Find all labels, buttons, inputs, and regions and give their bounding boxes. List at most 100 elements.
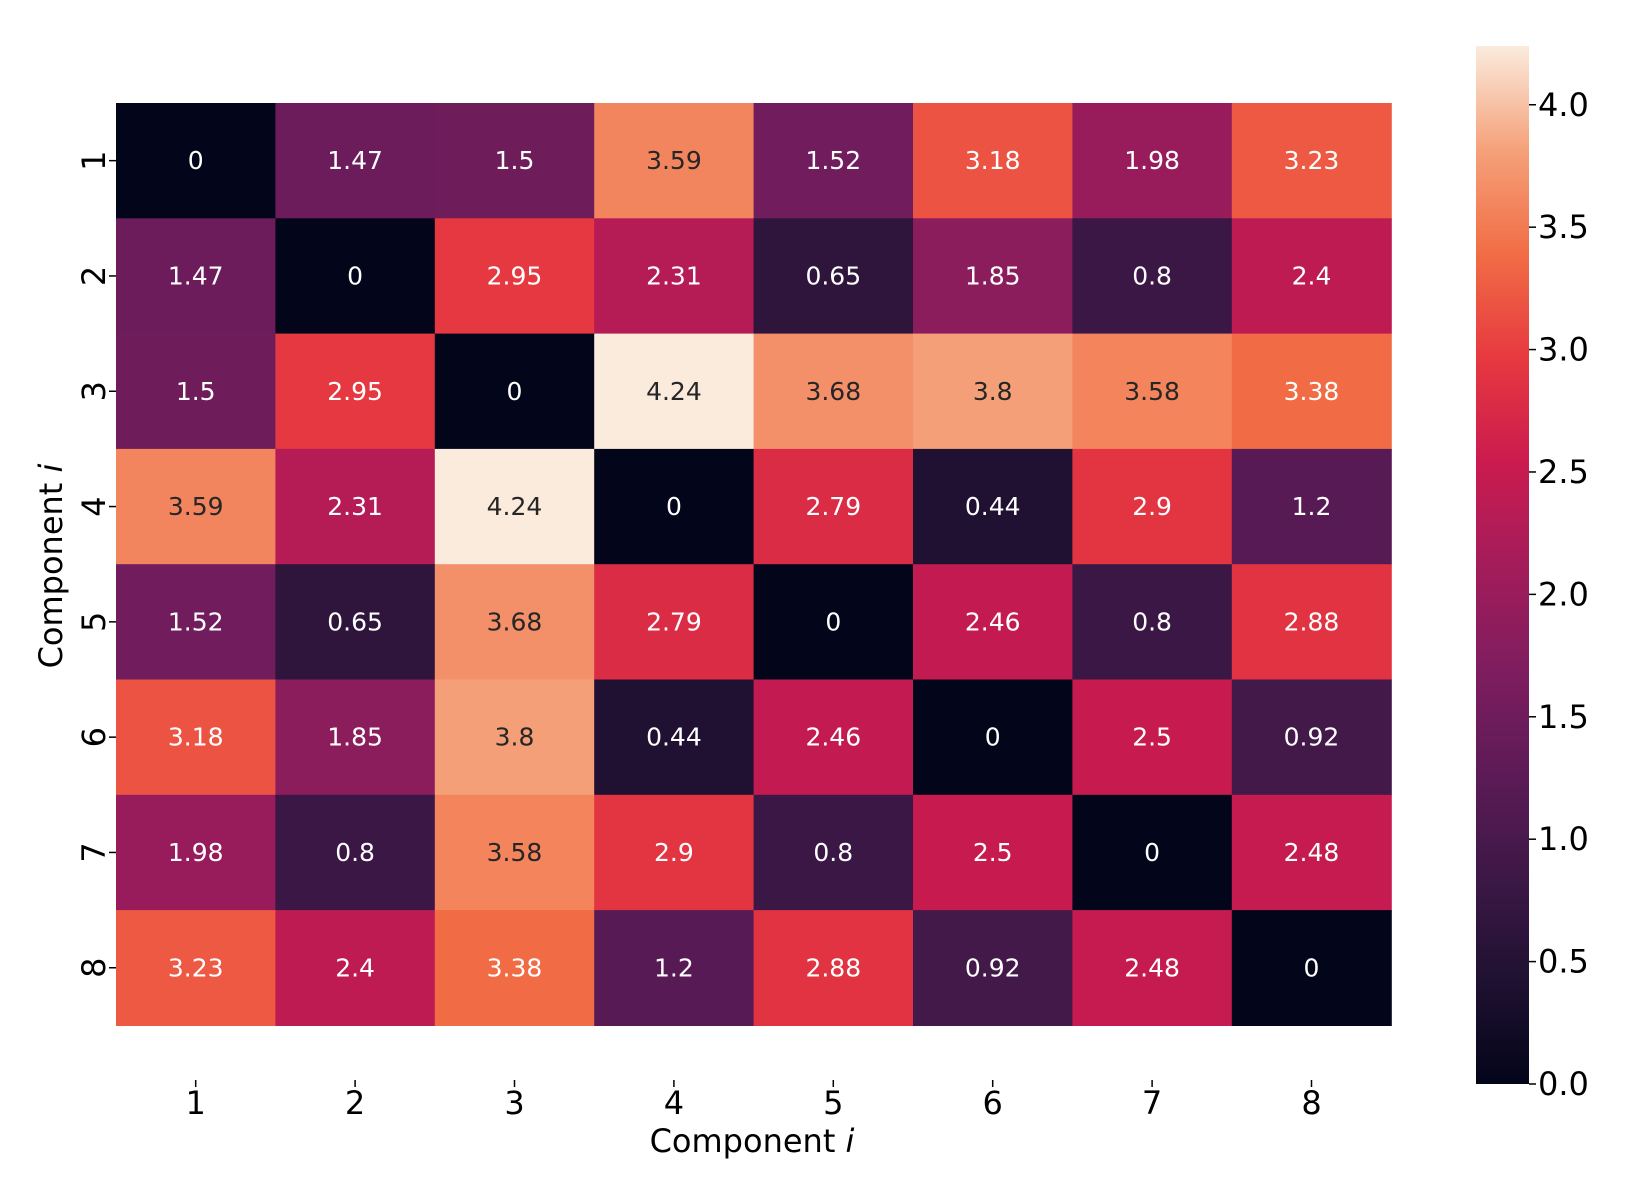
cell-value-label: 2.31	[646, 261, 702, 290]
heatmap-cell-r3-c1	[116, 333, 276, 450]
cell-value-label: 1.52	[805, 146, 861, 175]
cell-value-label: 3.58	[487, 838, 543, 867]
heatmap-cell-r7-c3	[434, 794, 595, 911]
cell-value-label: 0.65	[805, 261, 861, 290]
heatmap-cell-r1-c7	[1072, 103, 1233, 219]
cell-value-label: 2.88	[1284, 607, 1340, 636]
heatmap-cell-r1-c1	[116, 103, 276, 219]
cell-value-label: 3.38	[487, 953, 543, 982]
colorbar-tick-label: 3.0	[1538, 331, 1589, 369]
cell-value-label: 1.85	[327, 723, 383, 752]
colorbar-tick-label: 1.5	[1538, 698, 1589, 736]
heatmap-cell-r4-c1	[116, 448, 276, 565]
cell-value-label: 2.5	[973, 838, 1013, 867]
heatmap-cell-r3-c8	[1231, 333, 1392, 450]
cell-value-label: 2.79	[805, 492, 861, 521]
heatmap-cell-r7-c5	[753, 794, 914, 911]
cell-value-label: 1.2	[1292, 492, 1332, 521]
cell-value-label: 2.46	[965, 607, 1021, 636]
cell-value-label: 0.8	[1132, 607, 1172, 636]
cell-value-label: 3.38	[1284, 377, 1340, 406]
x-tick-label: 3	[504, 1084, 524, 1122]
heatmap-cell-r6-c8	[1231, 679, 1392, 796]
heatmap-cell-r7-c8	[1231, 794, 1392, 911]
colorbar-tick-label: 0.5	[1538, 943, 1589, 981]
heatmap-cell-r5-c6	[913, 564, 1073, 681]
cell-value-label: 3.8	[495, 723, 535, 752]
cell-value-label: 0.65	[327, 607, 383, 636]
heatmap-cell-r8-c2	[275, 910, 436, 1026]
heatmap-cell-r6-c4	[594, 679, 755, 796]
heatmap-cell-r1-c2	[275, 103, 436, 219]
cell-value-label: 0	[188, 146, 204, 175]
heatmap-cell-r3-c4	[594, 333, 755, 450]
heatmap-cell-r7-c2	[275, 794, 436, 911]
heatmap-cell-r5-c4	[594, 564, 755, 681]
x-tick-label: 6	[983, 1084, 1003, 1122]
x-tick-label: 1	[186, 1084, 206, 1122]
y-tick-label: 6	[75, 727, 113, 747]
cell-value-label: 1.47	[168, 261, 224, 290]
cell-value-label: 2.5	[1132, 723, 1172, 752]
cell-value-label: 4.24	[487, 492, 543, 521]
heatmap-cell-r8-c3	[434, 910, 595, 1026]
heatmap-cell-r4-c8	[1231, 448, 1392, 565]
cell-value-label: 0	[666, 492, 682, 521]
heatmap-cell-r5-c8	[1231, 564, 1392, 681]
colorbar	[1476, 46, 1529, 1084]
cell-value-label: 0	[985, 723, 1001, 752]
colorbar-ticks: 0.0 0.5 1.0 1.5 2.0 2.5 3.0 3.5 4.0	[1529, 86, 1589, 1103]
cell-value-label: 4.24	[646, 377, 702, 406]
heatmap-cell-r1-c3	[434, 103, 595, 219]
colorbar-tick-label: 0.0	[1538, 1065, 1589, 1103]
heatmap-cell-r8-c5	[753, 910, 914, 1026]
heatmap-cell-r3-c3	[434, 333, 595, 450]
cell-value-label: 3.18	[168, 723, 224, 752]
cell-value-label: 0.92	[1284, 723, 1340, 752]
cell-value-label: 0.8	[1132, 261, 1172, 290]
heatmap-cell-r6-c6	[913, 679, 1073, 796]
cell-value-label: 2.9	[654, 838, 694, 867]
cell-value-label: 3.59	[168, 492, 224, 521]
x-tick-label: 2	[345, 1084, 365, 1122]
colorbar-tick-label: 2.5	[1538, 453, 1589, 491]
heatmap-cell-r3-c5	[753, 333, 914, 450]
cell-value-label: 0.8	[813, 838, 853, 867]
y-tick-label: 8	[75, 958, 113, 978]
heatmap-cell-r2-c1	[116, 218, 276, 335]
heatmap-cell-r7-c4	[594, 794, 755, 911]
heatmap-cell-r2-c6	[913, 218, 1073, 335]
colorbar-tick-label: 3.5	[1538, 208, 1589, 246]
heatmap-cell-r5-c1	[116, 564, 276, 681]
heatmap-cell-r8-c6	[913, 910, 1073, 1026]
cell-value-label: 0.44	[646, 723, 702, 752]
y-tick-label: 4	[75, 496, 113, 516]
heatmap-cell-r5-c5	[753, 564, 914, 681]
heatmap-cell-r5-c2	[275, 564, 436, 681]
cell-value-label: 3.8	[973, 377, 1013, 406]
cell-value-label: 0	[507, 377, 523, 406]
cell-value-label: 0.44	[965, 492, 1021, 521]
cell-value-label: 0	[347, 261, 363, 290]
heatmap-cell-r2-c8	[1231, 218, 1392, 335]
heatmap-cell-r3-c2	[275, 333, 436, 450]
cell-value-label: 2.88	[805, 953, 861, 982]
cell-value-label: 0	[1304, 953, 1320, 982]
heatmap-cell-r1-c8	[1231, 103, 1392, 219]
heatmap-cell-r1-c5	[753, 103, 914, 219]
x-tick-label: 5	[823, 1084, 843, 1122]
heatmap-cell-r4-c3	[434, 448, 595, 565]
cell-value-label: 3.68	[487, 607, 543, 636]
heatmap-cell-r3-c6	[913, 333, 1073, 450]
x-axis-title: Component i	[650, 1122, 855, 1160]
cell-value-label: 2.79	[646, 607, 702, 636]
heatmap-cell-r5-c7	[1072, 564, 1233, 681]
heatmap-cell-r7-c1	[116, 794, 276, 911]
y-tick-label: 3	[75, 381, 113, 401]
heatmap-cell-r7-c7	[1072, 794, 1233, 911]
cell-value-label: 1.5	[495, 146, 535, 175]
heatmap-cell-r2-c7	[1072, 218, 1233, 335]
cell-value-label: 1.47	[327, 146, 383, 175]
x-tick-label: 4	[664, 1084, 684, 1122]
